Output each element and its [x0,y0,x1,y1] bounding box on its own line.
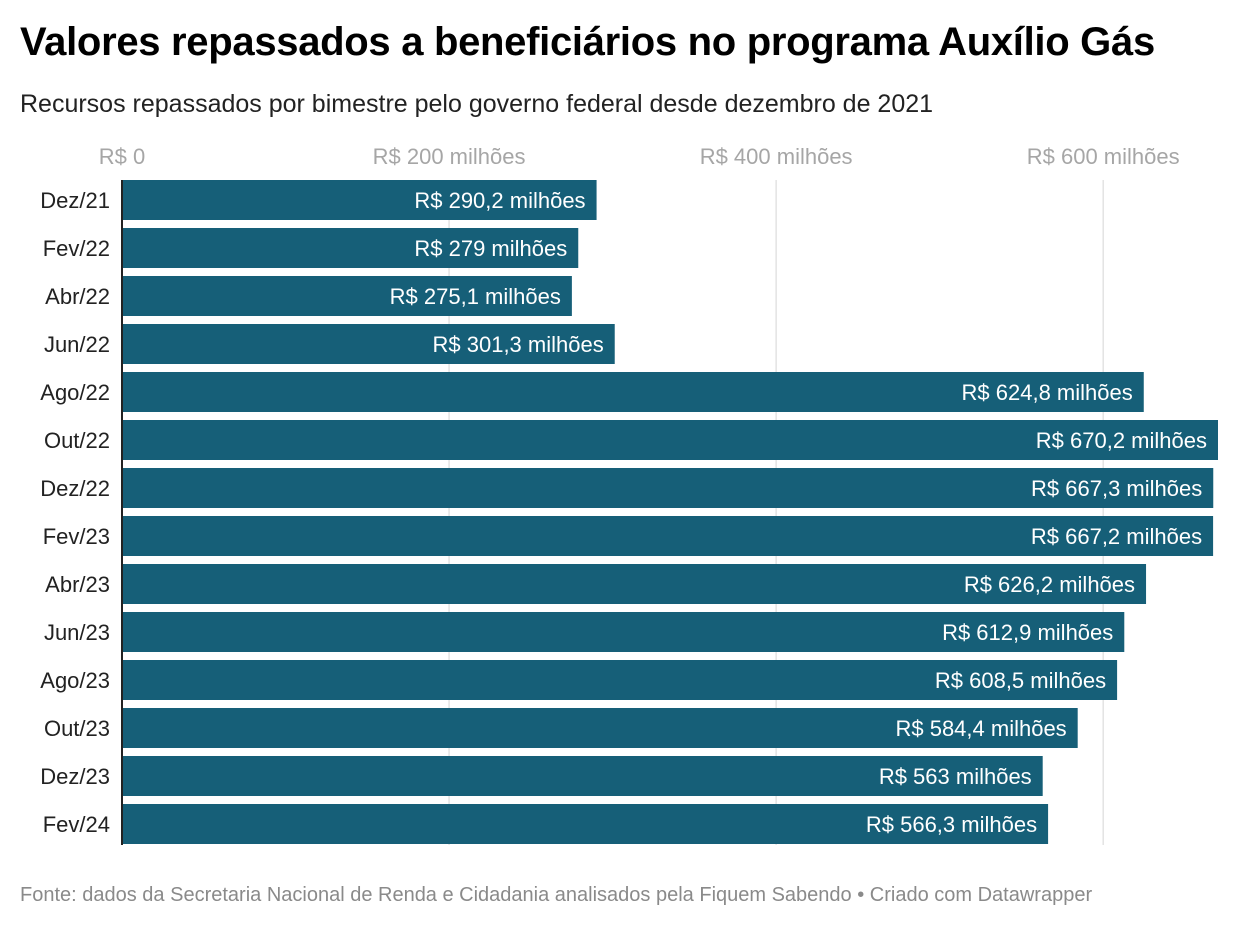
bar [122,708,1078,748]
bar-value-label: R$ 670,2 milhões [1036,428,1207,453]
bar-value-label: R$ 612,9 milhões [942,620,1113,645]
category-label: Abr/23 [45,572,110,597]
x-tick-label: R$ 0 [99,144,145,169]
x-tick-label: R$ 600 milhões [1027,144,1180,169]
bar-value-label: R$ 566,3 milhões [866,812,1037,837]
bar [122,228,579,268]
bar [122,660,1118,700]
bar [122,420,1218,460]
source-note: Fonte: dados da Secretaria Nacional de R… [20,884,852,906]
chart-title: Valores repassados a beneficiários no pr… [20,20,1155,64]
credit-link[interactable]: Criado com Datawrapper [869,884,1093,906]
bar-value-label: R$ 667,3 milhões [1031,476,1202,501]
bar-value-label: R$ 626,2 milhões [964,572,1135,597]
category-label: Fev/22 [43,236,110,261]
bar [122,804,1049,844]
chart-subtitle: Recursos repassados por bimestre pelo go… [20,90,934,118]
bar [122,468,1214,508]
bar-value-label: R$ 584,4 milhões [895,716,1066,741]
category-label: Dez/23 [40,764,110,789]
bar [122,180,597,220]
category-label: Dez/21 [40,188,110,213]
category-label: Out/23 [44,716,110,741]
category-label: Dez/22 [40,476,110,501]
bar-value-label: R$ 563 milhões [879,764,1032,789]
bar-value-label: R$ 608,5 milhões [935,668,1106,693]
bar [122,612,1125,652]
category-label: Ago/23 [40,668,110,693]
x-axis-ticks: R$ 0 R$ 200 milhões R$ 400 milhões R$ 600 m… [99,144,1180,169]
chart-footer: Fonte: dados da Secretaria Nacional de R… [20,884,1092,907]
bar-value-label: R$ 275,1 milhões [390,284,561,309]
bar [122,276,572,316]
bar-value-label: R$ 290,2 milhões [414,188,585,213]
x-tick-label: R$ 400 milhões [700,144,853,169]
footer-separator: • [851,884,870,906]
bar [122,516,1214,556]
category-label: Out/22 [44,428,110,453]
category-label: Jun/22 [44,332,110,357]
bar [122,564,1147,604]
category-label: Abr/22 [45,284,110,309]
bar [122,756,1043,796]
category-label: Fev/23 [43,524,110,549]
category-label: Ago/22 [40,380,110,405]
bars: R$ 290,2 milhões R$ 279 milhões R$ 275,1 m… [122,180,1218,844]
bar-chart: R$ 0 R$ 200 milhões R$ 400 milhões R$ 600 m… [40,144,1218,845]
bar [122,324,615,364]
category-label: Fev/24 [43,812,110,837]
bar-value-label: R$ 279 milhões [414,236,567,261]
bar-value-label: R$ 624,8 milhões [962,380,1133,405]
category-labels: Dez/21 Fev/22 Abr/22 Jun/22 Ago/22 Out/22 Dez/… [40,188,110,837]
bar-value-label: R$ 301,3 milhões [433,332,604,357]
bar-value-label: R$ 667,2 milhões [1031,524,1202,549]
category-label: Jun/23 [44,620,110,645]
bar [122,372,1144,412]
x-tick-label: R$ 200 milhões [373,144,526,169]
